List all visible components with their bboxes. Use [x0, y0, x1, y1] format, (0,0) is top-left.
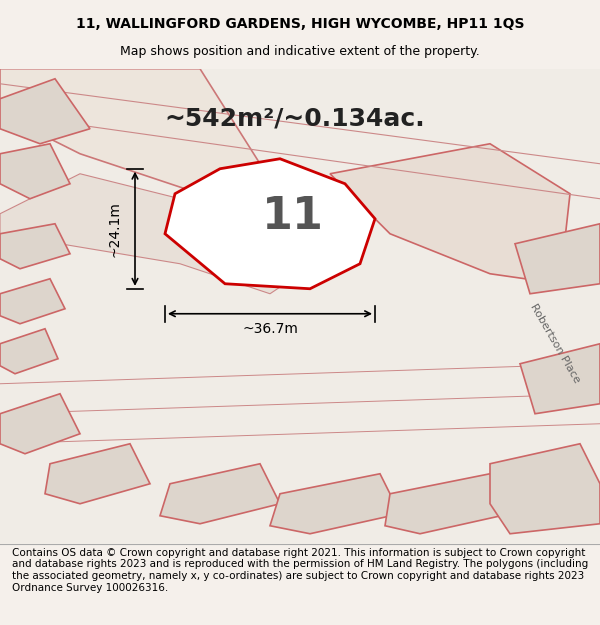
Polygon shape: [270, 474, 400, 534]
Text: ~542m²/~0.134ac.: ~542m²/~0.134ac.: [164, 107, 425, 131]
Polygon shape: [0, 329, 58, 374]
Polygon shape: [330, 144, 570, 284]
Polygon shape: [165, 159, 375, 289]
Text: Map shows position and indicative extent of the property.: Map shows position and indicative extent…: [120, 45, 480, 58]
Polygon shape: [0, 394, 80, 454]
Polygon shape: [0, 279, 65, 324]
Polygon shape: [0, 174, 300, 294]
Polygon shape: [520, 344, 600, 414]
Polygon shape: [0, 144, 70, 199]
Polygon shape: [515, 224, 600, 294]
Polygon shape: [160, 464, 280, 524]
Polygon shape: [0, 79, 90, 144]
Text: Contains OS data © Crown copyright and database right 2021. This information is : Contains OS data © Crown copyright and d…: [12, 548, 588, 592]
Polygon shape: [490, 444, 600, 534]
Text: 11, WALLINGFORD GARDENS, HIGH WYCOMBE, HP11 1QS: 11, WALLINGFORD GARDENS, HIGH WYCOMBE, H…: [76, 17, 524, 31]
Polygon shape: [45, 444, 150, 504]
Text: ~36.7m: ~36.7m: [242, 322, 298, 336]
Text: Robertson Place: Robertson Place: [528, 302, 582, 385]
Polygon shape: [0, 69, 260, 194]
Polygon shape: [385, 474, 510, 534]
Polygon shape: [0, 224, 70, 269]
Text: 11: 11: [262, 195, 324, 238]
Text: ~24.1m: ~24.1m: [108, 201, 122, 257]
